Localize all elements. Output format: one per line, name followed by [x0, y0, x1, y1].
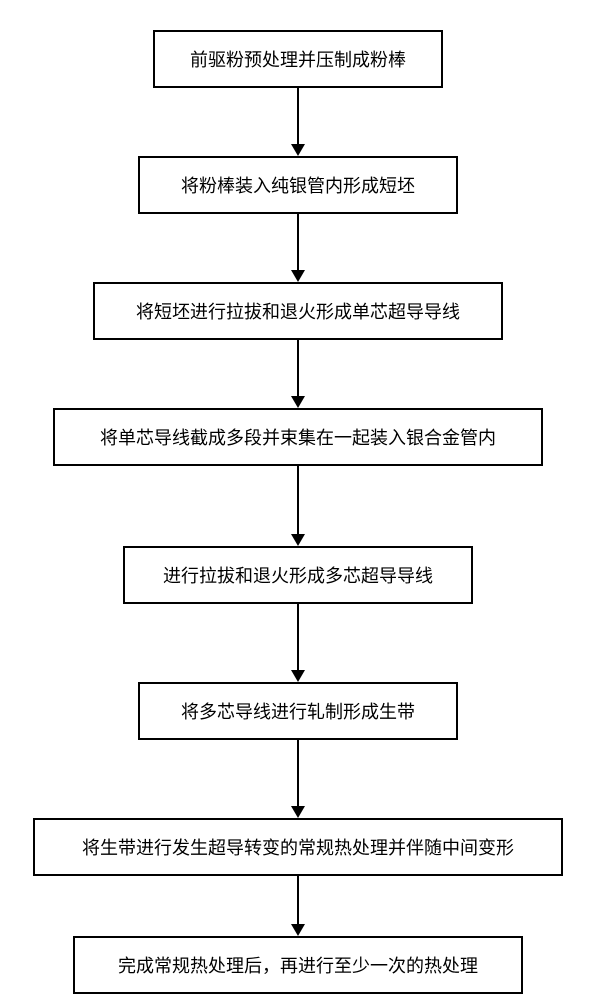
arrow-head-icon: [291, 396, 305, 408]
arrow-line: [297, 214, 299, 270]
arrow-line: [297, 88, 299, 144]
arrow-head-icon: [291, 924, 305, 936]
flowchart-node-step4: 将单芯导线截成多段并束集在一起装入银合金管内: [53, 408, 543, 466]
arrow-head-icon: [291, 534, 305, 546]
node-label: 将生带进行发生超导转变的常规热处理并伴随中间变形: [82, 834, 514, 860]
flowchart-node-step1: 前驱粉预处理并压制成粉棒: [153, 30, 443, 88]
arrow-head-icon: [291, 270, 305, 282]
flowchart-arrow: [291, 604, 305, 682]
node-label: 进行拉拔和退火形成多芯超导导线: [163, 562, 433, 588]
node-label: 前驱粉预处理并压制成粉棒: [190, 46, 406, 72]
flowchart-arrow: [291, 88, 305, 156]
flowchart-node-step5: 进行拉拔和退火形成多芯超导导线: [123, 546, 473, 604]
arrow-line: [297, 466, 299, 534]
flowchart-arrow: [291, 740, 305, 818]
flowchart-node-step8: 完成常规热处理后，再进行至少一次的热处理: [73, 936, 523, 994]
arrow-head-icon: [291, 144, 305, 156]
flowchart-arrow: [291, 340, 305, 408]
flowchart-arrow: [291, 214, 305, 282]
flowchart-arrow: [291, 876, 305, 936]
flowchart-node-step7: 将生带进行发生超导转变的常规热处理并伴随中间变形: [33, 818, 563, 876]
arrow-head-icon: [291, 670, 305, 682]
node-label: 将粉棒装入纯银管内形成短坯: [181, 172, 415, 198]
flowchart-container: 前驱粉预处理并压制成粉棒 将粉棒装入纯银管内形成短坯 将短坯进行拉拔和退火形成单…: [0, 0, 596, 994]
arrow-line: [297, 340, 299, 396]
arrow-line: [297, 604, 299, 670]
arrow-line: [297, 740, 299, 806]
node-label: 将单芯导线截成多段并束集在一起装入银合金管内: [100, 424, 496, 450]
node-label: 将短坯进行拉拔和退火形成单芯超导导线: [136, 298, 460, 324]
node-label: 完成常规热处理后，再进行至少一次的热处理: [118, 952, 478, 978]
flowchart-node-step2: 将粉棒装入纯银管内形成短坯: [138, 156, 458, 214]
flowchart-node-step6: 将多芯导线进行轧制形成生带: [138, 682, 458, 740]
node-label: 将多芯导线进行轧制形成生带: [181, 698, 415, 724]
arrow-head-icon: [291, 806, 305, 818]
arrow-line: [297, 876, 299, 924]
flowchart-node-step3: 将短坯进行拉拔和退火形成单芯超导导线: [93, 282, 503, 340]
flowchart-arrow: [291, 466, 305, 546]
